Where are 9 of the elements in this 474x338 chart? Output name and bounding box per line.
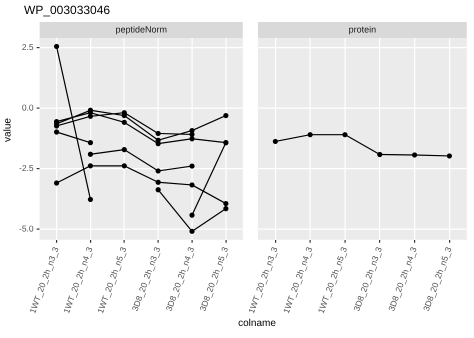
x-axis-title: colname <box>237 318 277 331</box>
y-tick-label: -2.5 <box>18 162 34 173</box>
y-tick-label: 2.5 <box>22 42 34 52</box>
y-tick-label: 0.0 <box>22 102 34 112</box>
y-tick-label: -5.0 <box>18 223 34 234</box>
chart-subtitle: peptideNorm <box>115 24 167 34</box>
chart-title: WP_003033046 <box>23 2 112 19</box>
chart-subtitle: protein <box>348 24 376 34</box>
y-axis-title: value <box>2 118 14 142</box>
